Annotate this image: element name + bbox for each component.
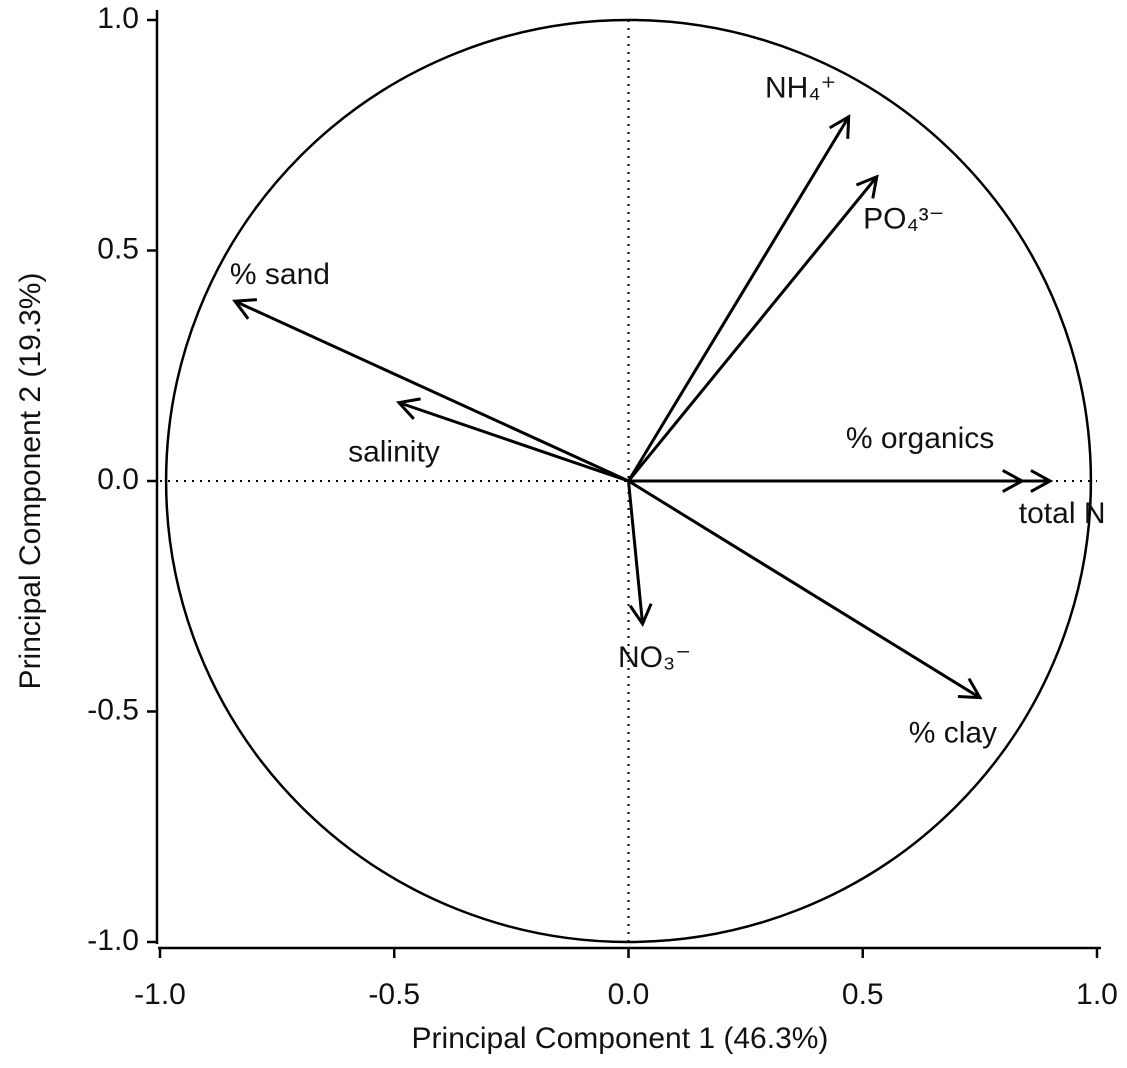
loading-arrow [234, 299, 630, 483]
arrow-head [1030, 469, 1054, 493]
vector-label: % sand [230, 258, 330, 291]
loading-arrow [627, 175, 878, 482]
y-tick-label: 1.0 [97, 2, 139, 35]
x-tick-label: 0.5 [842, 978, 884, 1011]
arrow-head [395, 397, 421, 420]
y-tick-label: -1.0 [87, 924, 139, 957]
vector-label: salinity [348, 436, 440, 469]
x-tick-label: 0.0 [608, 978, 650, 1011]
y-tick-label: 0.0 [97, 463, 139, 496]
vector-label: NO₃⁻ [618, 641, 691, 674]
arrow-head [855, 174, 879, 199]
loading-arrow [627, 479, 981, 699]
vector-label: NH₄⁺ [765, 72, 836, 105]
reference-circle [164, 18, 1093, 944]
loading-arrow [627, 480, 645, 625]
arrow-head [232, 298, 258, 320]
arrow-head [628, 603, 653, 628]
loading-arrow [627, 116, 850, 482]
vector-label: total N [1019, 497, 1106, 530]
arrow-head [957, 677, 983, 700]
arrow-head [828, 114, 851, 139]
vector-label: PO₄³⁻ [863, 203, 944, 236]
loading-arrow [398, 401, 629, 483]
y-tick-label: 0.5 [97, 232, 139, 265]
y-axis-title: Principal Component 2 (19.3%) [14, 273, 47, 690]
x-tick-label: -1.0 [134, 978, 186, 1011]
vector-label: % clay [909, 717, 997, 750]
vector-label: % organics [846, 422, 994, 455]
x-tick-label: 1.0 [1076, 978, 1118, 1011]
x-axis-title: Principal Component 1 (46.3%) [412, 1022, 829, 1055]
x-tick-label: -0.5 [368, 978, 420, 1011]
y-tick-label: -0.5 [87, 693, 139, 726]
